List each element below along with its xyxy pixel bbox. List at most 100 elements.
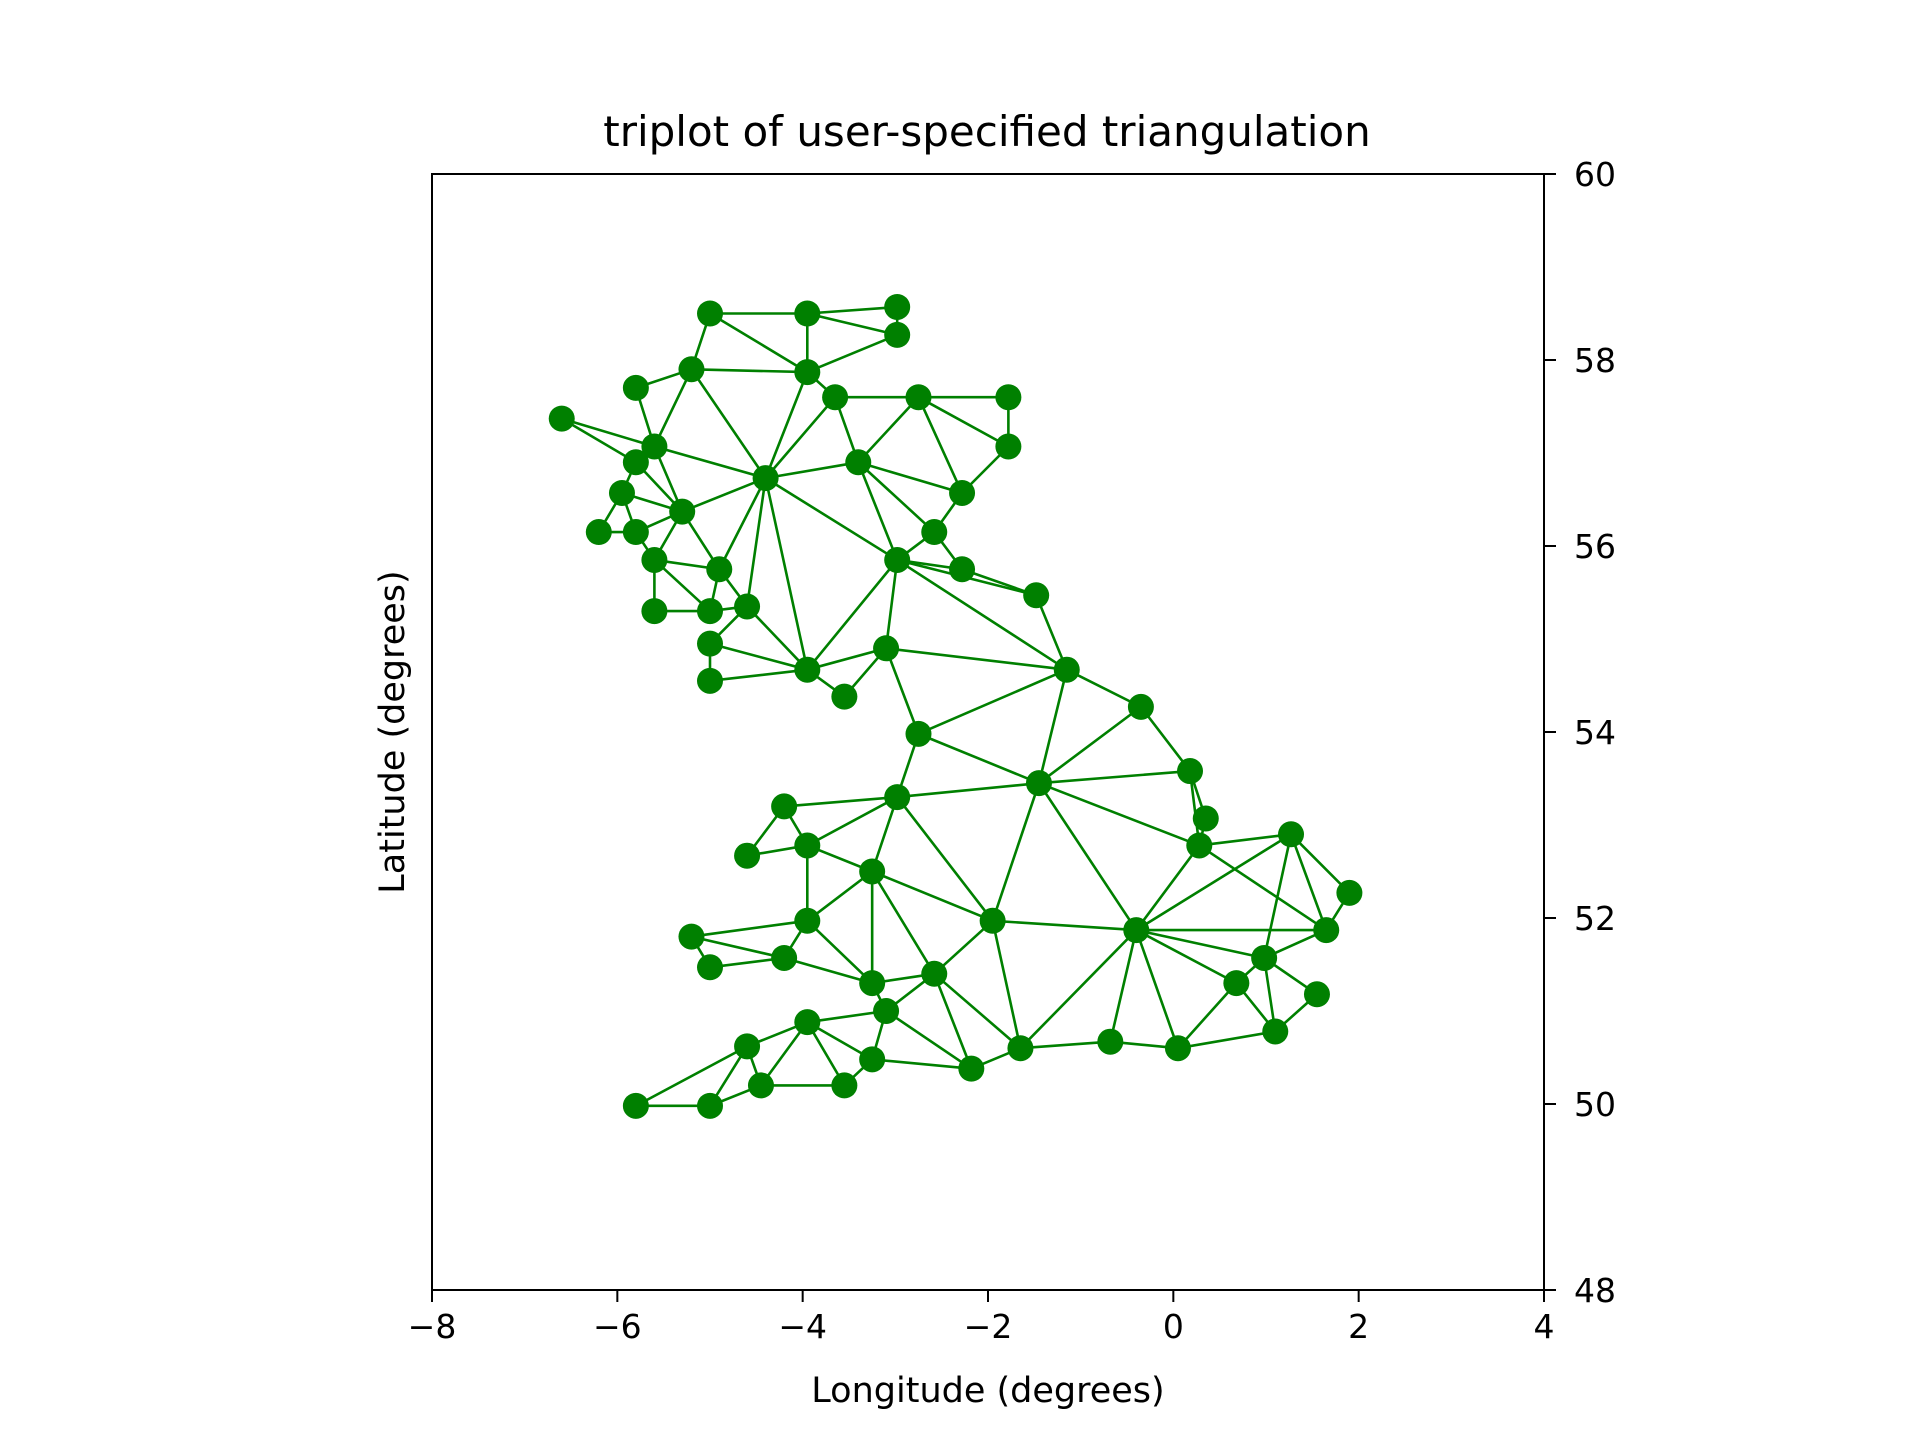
- mesh-edge: [764, 395, 837, 480]
- data-point: [1313, 917, 1340, 944]
- y-tick-label: 54: [1574, 713, 1616, 752]
- mesh-edge: [895, 795, 994, 923]
- mesh-edge: [653, 445, 767, 480]
- mesh-edge: [1134, 844, 1201, 932]
- mesh-edge: [917, 732, 1041, 785]
- data-point: [752, 465, 779, 492]
- data-point: [794, 832, 821, 859]
- data-point: [1262, 1018, 1289, 1045]
- plot-frame: [431, 173, 1545, 1291]
- x-axis-label: Longitude (degrees): [811, 1371, 1164, 1411]
- mesh-edge: [1134, 832, 1293, 932]
- mesh-edge: [1139, 705, 1192, 773]
- mesh-edge: [560, 417, 638, 464]
- mesh-edge: [856, 460, 899, 562]
- data-point: [697, 954, 723, 981]
- data-point: [1278, 821, 1305, 848]
- x-tick-label: −4: [778, 1307, 827, 1346]
- mesh-edge: [1289, 832, 1351, 895]
- x-tick-label: 2: [1348, 1307, 1369, 1346]
- data-point: [794, 656, 821, 683]
- mesh-edge: [805, 870, 874, 923]
- mesh-edge: [745, 476, 767, 608]
- data-point: [921, 519, 948, 546]
- data-point: [697, 1092, 723, 1119]
- data-point: [794, 300, 821, 327]
- data-point: [859, 858, 886, 885]
- data-point: [697, 598, 723, 625]
- data-point: [1023, 582, 1050, 609]
- mesh-edge: [690, 367, 809, 374]
- data-point: [884, 293, 911, 320]
- data-point: [1097, 1028, 1124, 1055]
- mesh-edge: [1134, 928, 1180, 1050]
- x-axis-ticks: −8 −6 −4 −2 0 2 4: [408, 1290, 1555, 1346]
- data-point: [884, 321, 911, 348]
- data-point: [845, 449, 872, 476]
- mesh-edge: [690, 935, 786, 960]
- mesh-edge: [805, 305, 899, 315]
- mesh-edge: [708, 642, 809, 671]
- mesh-edge: [805, 919, 874, 985]
- mesh-edge: [782, 795, 899, 808]
- mesh-edge: [1176, 981, 1238, 1050]
- data-point: [706, 556, 733, 583]
- data-point: [1025, 770, 1052, 797]
- data-point: [1192, 805, 1219, 832]
- data-point: [669, 498, 696, 525]
- mesh-edge: [991, 919, 1138, 932]
- data-point: [822, 384, 849, 411]
- data-point: [734, 1033, 761, 1060]
- mesh-edge: [932, 972, 1022, 1050]
- y-tick-label: 56: [1574, 527, 1616, 566]
- chart-title: triplot of user-specified triangulation: [603, 107, 1371, 156]
- y-tick-label: 50: [1574, 1085, 1616, 1124]
- data-point: [949, 556, 976, 583]
- mesh-edge: [895, 781, 1041, 799]
- data-point: [794, 907, 821, 934]
- data-point: [1186, 832, 1213, 859]
- mesh-edge: [717, 476, 767, 571]
- data-point: [585, 519, 612, 546]
- mesh-edge: [805, 646, 888, 671]
- data-point: [734, 842, 761, 869]
- data-point: [678, 356, 705, 383]
- mesh-edge: [759, 1020, 809, 1087]
- x-tick-label: −6: [593, 1307, 642, 1346]
- data-point: [831, 683, 858, 710]
- data-point: [771, 944, 798, 971]
- data-point: [608, 479, 635, 506]
- data-point: [859, 970, 886, 997]
- data-point: [873, 998, 900, 1024]
- mesh-edge: [1176, 1030, 1277, 1050]
- mesh-edge: [708, 668, 809, 683]
- data-point: [1127, 693, 1154, 720]
- mesh-edge: [1289, 832, 1328, 932]
- data-point: [734, 593, 761, 620]
- y-tick-label: 58: [1574, 341, 1616, 380]
- data-point: [995, 433, 1022, 460]
- mesh-edge: [764, 476, 809, 671]
- mesh-edge: [1037, 705, 1143, 785]
- data-point: [831, 1072, 858, 1099]
- mesh-edge: [690, 367, 767, 480]
- data-point: [921, 960, 948, 987]
- mesh-edge: [870, 870, 994, 923]
- data-point: [678, 923, 705, 950]
- x-tick-label: 4: [1534, 1307, 1555, 1346]
- data-point: [548, 405, 575, 432]
- mesh-edge: [1197, 844, 1328, 932]
- data-points: [548, 293, 1363, 1119]
- data-point: [873, 635, 900, 662]
- mesh-edge: [856, 460, 936, 534]
- mesh-edge: [932, 919, 994, 976]
- y-axis-ticks: 48 50 52 54 56 58 60: [1544, 155, 1616, 1310]
- data-point: [1123, 917, 1150, 944]
- mesh-edge: [1134, 928, 1266, 960]
- data-point: [622, 374, 649, 401]
- data-point: [884, 546, 911, 573]
- x-tick-label: 0: [1163, 1307, 1184, 1346]
- mesh-edge: [856, 395, 920, 464]
- data-point: [949, 479, 976, 506]
